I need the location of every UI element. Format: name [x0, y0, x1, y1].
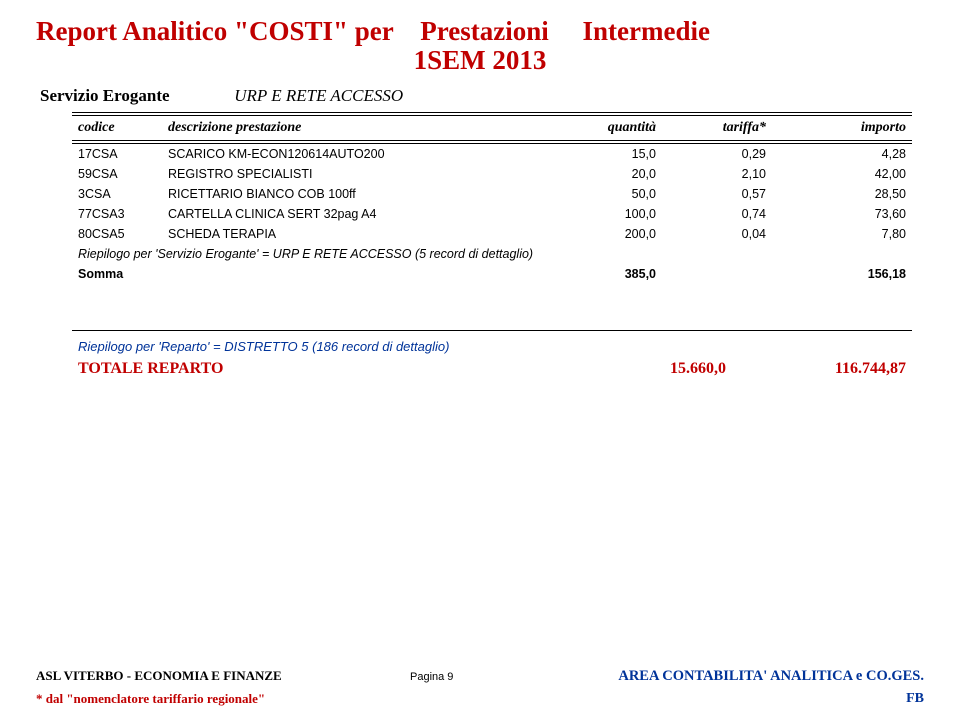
footer-line2: * dal "nomenclatore tariffario regionale… [36, 691, 924, 707]
title-right: Intermedie [582, 16, 709, 46]
cell-tariffa: 0,04 [662, 224, 772, 244]
cell-qta: 20,0 [542, 164, 662, 184]
col-quantita: quantità [542, 114, 662, 142]
cell-importo: 7,80 [772, 224, 912, 244]
somma-importo: 156,18 [772, 264, 912, 284]
cell-tariffa: 0,29 [662, 142, 772, 164]
report-title-line2: 1SEM 2013 [36, 45, 924, 76]
footer-area: AREA CONTABILITA' ANALITICA e CO.GES. [550, 668, 924, 685]
cell-qta: 15,0 [542, 142, 662, 164]
riepilogo-reparto-block: Riepilogo per 'Reparto' = DISTRETTO 5 (1… [72, 330, 912, 382]
somma-row: Somma 385,0 156,18 [72, 264, 912, 284]
cell-qta: 100,0 [542, 204, 662, 224]
cell-importo: 28,50 [772, 184, 912, 204]
cell-tariffa: 0,57 [662, 184, 772, 204]
page-footer: ASL VITERBO - ECONOMIA E FINANZE Pagina … [36, 668, 924, 707]
service-row: Servizio Erogante URP E RETE ACCESSO [36, 86, 924, 106]
cell-codice: 3CSA [72, 184, 162, 204]
cell-qta: 50,0 [542, 184, 662, 204]
cell-importo: 42,00 [772, 164, 912, 184]
cell-importo: 4,28 [772, 142, 912, 164]
totale-reparto-label: TOTALE REPARTO [78, 360, 566, 378]
footer-note: * dal "nomenclatore tariffario regionale… [36, 691, 906, 707]
somma-qta: 385,0 [542, 264, 662, 284]
totale-reparto-row: TOTALE REPARTO 15.660,0 116.744,87 [72, 356, 912, 382]
cell-tariffa: 0,74 [662, 204, 772, 224]
footer-fb: FB [906, 691, 924, 707]
col-tariffa: tariffa* [662, 114, 772, 142]
table-row: 59CSA REGISTRO SPECIALISTI 20,0 2,10 42,… [72, 164, 912, 184]
cell-descr: CARTELLA CLINICA SERT 32pag A4 [162, 204, 542, 224]
table-row: 77CSA3 CARTELLA CLINICA SERT 32pag A4 10… [72, 204, 912, 224]
cell-descr: REGISTRO SPECIALISTI [162, 164, 542, 184]
cell-codice: 17CSA [72, 142, 162, 164]
col-descrizione: descrizione prestazione [162, 114, 542, 142]
totale-reparto-importo: 116.744,87 [726, 360, 906, 378]
footer-org: ASL VITERBO - ECONOMIA E FINANZE [36, 668, 410, 684]
cell-codice: 77CSA3 [72, 204, 162, 224]
service-value: URP E RETE ACCESSO [234, 86, 403, 105]
somma-label: Somma [72, 264, 542, 284]
col-codice: codice [72, 114, 162, 142]
footer-line1: ASL VITERBO - ECONOMIA E FINANZE Pagina … [36, 668, 924, 685]
riepilogo-reparto: Riepilogo per 'Reparto' = DISTRETTO 5 (1… [72, 337, 912, 356]
cell-descr: SCARICO KM-ECON120614AUTO200 [162, 142, 542, 164]
title-mid: Prestazioni [420, 16, 548, 46]
col-importo: importo [772, 114, 912, 142]
prestazioni-table: codice descrizione prestazione quantità … [72, 112, 912, 284]
report-title-line1: Report Analitico "COSTI" per Prestazioni… [36, 16, 924, 47]
cell-tariffa: 2,10 [662, 164, 772, 184]
cell-importo: 73,60 [772, 204, 912, 224]
riepilogo-servizio: Riepilogo per 'Servizio Erogante' = URP … [72, 244, 912, 264]
table-body: 17CSA SCARICO KM-ECON120614AUTO200 15,0 … [72, 142, 912, 284]
cell-qta: 200,0 [542, 224, 662, 244]
table-header-row: codice descrizione prestazione quantità … [72, 114, 912, 142]
cell-codice: 59CSA [72, 164, 162, 184]
cell-codice: 80CSA5 [72, 224, 162, 244]
cell-descr: RICETTARIO BIANCO COB 100ff [162, 184, 542, 204]
table-row: 80CSA5 SCHEDA TERAPIA 200,0 0,04 7,80 [72, 224, 912, 244]
table-row: 17CSA SCARICO KM-ECON120614AUTO200 15,0 … [72, 142, 912, 164]
table-wrap: codice descrizione prestazione quantità … [72, 112, 924, 284]
cell-descr: SCHEDA TERAPIA [162, 224, 542, 244]
footer-page: Pagina 9 [410, 671, 550, 683]
report-page: Report Analitico "COSTI" per Prestazioni… [0, 0, 960, 721]
riepilogo-servizio-row: Riepilogo per 'Servizio Erogante' = URP … [72, 244, 912, 264]
totale-reparto-qta: 15.660,0 [566, 360, 726, 378]
service-label: Servizio Erogante [40, 86, 230, 106]
title-left: Report Analitico "COSTI" per [36, 16, 393, 46]
table-row: 3CSA RICETTARIO BIANCO COB 100ff 50,0 0,… [72, 184, 912, 204]
